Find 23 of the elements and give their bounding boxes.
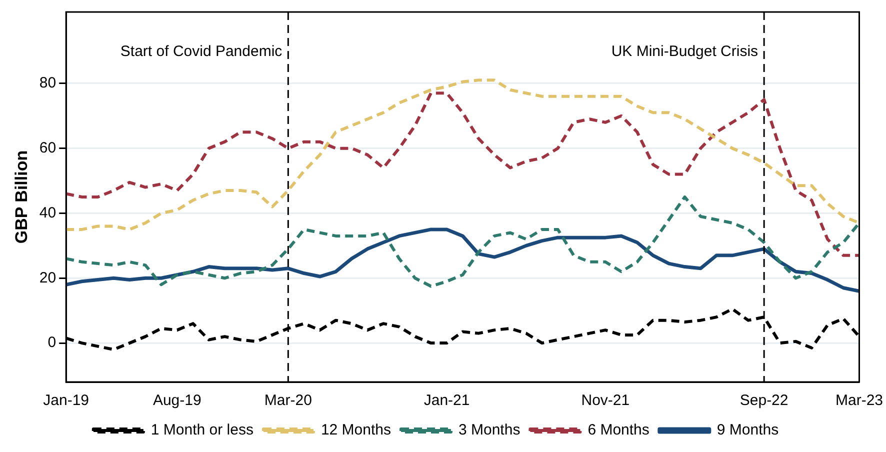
ref-line-label: UK Mini-Budget Crisis bbox=[611, 43, 758, 60]
line-series bbox=[66, 78, 860, 231]
legend-label: 6 Months bbox=[588, 422, 650, 439]
x-tick-label: Nov-21 bbox=[581, 392, 630, 410]
line-series bbox=[66, 92, 860, 257]
legend-label: 3 Months bbox=[458, 422, 520, 439]
x-tick-label: Mar-23 bbox=[835, 392, 883, 410]
x-tick-label: Jan-21 bbox=[424, 392, 470, 410]
x-tick-label: Aug-19 bbox=[152, 392, 202, 410]
x-tick-label: Mar-20 bbox=[264, 392, 312, 410]
legend-label: 9 Months bbox=[716, 422, 779, 439]
line-series bbox=[66, 196, 860, 288]
x-tick-label: Sep-22 bbox=[740, 392, 788, 410]
y-tick-label: 60 bbox=[39, 139, 56, 156]
x-tick-label: Jan-19 bbox=[43, 392, 90, 410]
y-tick-label: 40 bbox=[39, 204, 56, 222]
ref-line-label: Start of Covid Pandemic bbox=[120, 43, 283, 60]
legend-label: 1 Month or less bbox=[150, 422, 254, 439]
y-tick-label: 0 bbox=[48, 334, 56, 352]
y-tick-label: 20 bbox=[39, 269, 56, 286]
legend-label: 12 Months bbox=[320, 422, 391, 439]
y-tick-label: 80 bbox=[39, 74, 56, 92]
y-axis-title: GBP Billion bbox=[12, 150, 31, 244]
